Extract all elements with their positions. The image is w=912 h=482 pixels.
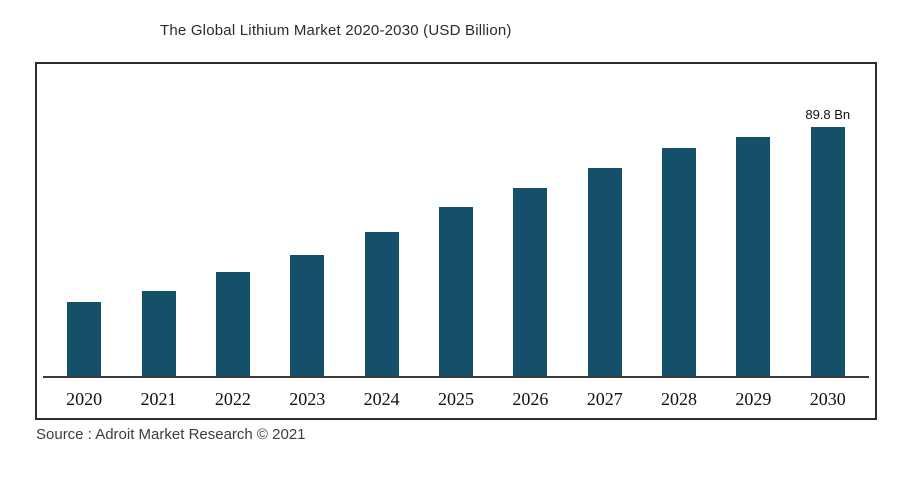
- x-tick-label-2030: 2030: [809, 388, 846, 409]
- x-tick-label-2027: 2027: [586, 388, 623, 409]
- x-tick-label-2029: 2029: [735, 388, 772, 409]
- chart-title: The Global Lithium Market 2020-2030 (USD…: [160, 22, 512, 39]
- bar-2028: [662, 148, 697, 378]
- bar-column-2030: 89.8 Bn: [791, 64, 865, 378]
- bar-2026: [513, 188, 548, 378]
- bar-column-2023: [270, 64, 344, 378]
- chart-frame: 89.8 Bn 2020 2021 2022 2023 2024 2025 2026 2027…: [35, 62, 877, 420]
- x-tick-label-2025: 2025: [437, 388, 474, 409]
- source-text: Source : Adroit Market Research © 2021: [36, 426, 306, 443]
- x-axis-ticks: 2020 2021 2022 2023 2024 2025 2026 2027 2028 2029…: [47, 380, 865, 418]
- bar-column-2026: [493, 64, 567, 378]
- bar-2029: [736, 137, 771, 378]
- bar-column-2021: [121, 64, 195, 378]
- bar-column-2027: [568, 64, 642, 378]
- bar-column-2025: [419, 64, 493, 378]
- x-tick-label-2020: 2020: [66, 388, 103, 409]
- bar-2027: [587, 168, 622, 378]
- bar-2021: [141, 291, 176, 378]
- bar-2024: [364, 232, 399, 378]
- bar-2025: [438, 207, 473, 378]
- plot-area: 89.8 Bn: [47, 64, 865, 378]
- data-label-2030: 89.8 Bn: [805, 107, 851, 122]
- bar-column-2024: [344, 64, 418, 378]
- bar-column-2022: [196, 64, 270, 378]
- bar-2030: 89.8 Bn: [805, 107, 850, 378]
- bar-column-2020: [47, 64, 121, 378]
- bar-2023: [290, 255, 325, 378]
- x-tick-label-2026: 2026: [512, 388, 549, 409]
- x-tick-label-2023: 2023: [289, 388, 326, 409]
- x-tick-label-2022: 2022: [214, 388, 251, 409]
- bar-column-2029: [716, 64, 790, 378]
- bar-2020: [67, 302, 102, 378]
- x-tick-label-2024: 2024: [363, 388, 400, 409]
- x-axis-line: [43, 376, 869, 378]
- bar-column-2028: [642, 64, 716, 378]
- bar-2022: [215, 272, 250, 378]
- x-tick-label-2028: 2028: [661, 388, 698, 409]
- x-tick-label-2021: 2021: [140, 388, 177, 409]
